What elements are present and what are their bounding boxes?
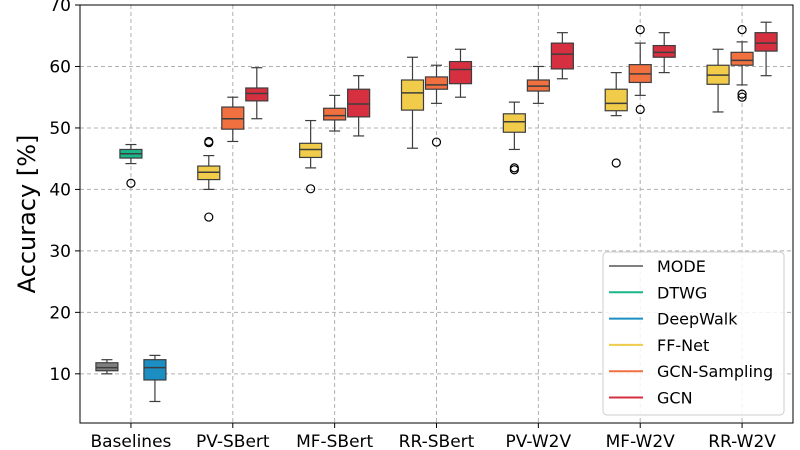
y-tick-label: 70 xyxy=(49,0,71,16)
y-axis-label: Accuracy [%] xyxy=(13,135,41,294)
outlier-point xyxy=(126,178,136,188)
box-pv-sbert-ff-net xyxy=(197,136,221,222)
box-body xyxy=(299,142,323,159)
x-tick-label: PV-SBert xyxy=(196,432,270,450)
y-tick-label: 10 xyxy=(49,365,71,385)
box-body xyxy=(652,44,676,58)
x-tick-label: MF-SBert xyxy=(296,432,373,450)
box-body xyxy=(143,359,167,381)
box-rr-sbert-gcn xyxy=(448,48,473,98)
box-pv-w2v-gcn xyxy=(550,32,574,80)
box-body xyxy=(604,88,628,112)
legend-label: DTWG xyxy=(657,283,707,302)
box-rr-w2v-ff-net xyxy=(706,48,730,113)
box-body xyxy=(95,362,119,372)
legend-label: GCN xyxy=(657,389,693,408)
outlier-point xyxy=(635,104,645,115)
box-body xyxy=(424,76,449,90)
box-body xyxy=(730,51,754,66)
box-pv-sbert-gcn-sampling xyxy=(221,96,245,143)
x-tick-label: RR-W2V xyxy=(708,432,776,450)
outlier-point xyxy=(635,24,645,35)
outlier-point xyxy=(737,24,747,35)
box-mf-w2v-gcn xyxy=(652,32,676,74)
y-tick-label: 50 xyxy=(49,119,71,139)
box-rr-sbert-gcn-sampling xyxy=(424,64,449,147)
y-axis: 10 20 30 40 50 60 70 xyxy=(49,0,80,385)
outlier-point xyxy=(431,137,442,147)
box-pv-w2v-gcn-sampling xyxy=(526,65,550,104)
box-pv-w2v-ff-net xyxy=(502,101,526,175)
outlier-point xyxy=(204,212,214,222)
x-axis: Baselines PV-SBert MF-SBert RR-SBert PV-W2V M… xyxy=(90,423,776,450)
outlier-point xyxy=(509,165,519,175)
x-tick-label: PV-W2V xyxy=(506,432,572,450)
box-mf-sbert-ff-net xyxy=(299,119,323,194)
legend: MODE DTWG DeepWalk FF-Net GCN-Sampling GCN xyxy=(602,251,785,416)
outlier-point xyxy=(509,163,519,173)
box-pv-sbert-gcn xyxy=(245,67,269,120)
legend-label: MODE xyxy=(657,257,706,276)
box-mf-sbert-gcn-sampling xyxy=(323,94,347,132)
box-baselines-dtwg xyxy=(119,143,143,188)
legend-label: DeepWalk xyxy=(657,310,738,329)
box-mf-w2v-gcn-sampling xyxy=(628,24,652,115)
box-body xyxy=(347,88,371,118)
box-body xyxy=(323,107,347,121)
box-body xyxy=(502,113,526,133)
x-tick-label: Baselines xyxy=(90,432,171,450)
box-body xyxy=(400,79,425,111)
x-tick-label: RR-SBert xyxy=(399,432,475,450)
boxes-layer xyxy=(95,21,778,403)
outlier-point xyxy=(611,158,621,168)
legend-frame xyxy=(602,251,785,416)
outlier-point xyxy=(737,89,747,99)
legend-label: FF-Net xyxy=(657,336,709,355)
outlier-point xyxy=(204,138,214,148)
box-mf-w2v-ff-net xyxy=(604,72,628,168)
y-tick-label: 20 xyxy=(49,303,71,323)
outlier-point xyxy=(737,92,747,102)
box-rr-w2v-gcn xyxy=(754,21,778,77)
x-tick-label: MF-W2V xyxy=(606,432,676,450)
outlier-point xyxy=(306,184,316,194)
box-rr-w2v-gcn-sampling xyxy=(730,24,754,102)
box-body xyxy=(550,42,574,70)
box-rr-sbert-ff-net xyxy=(400,56,425,149)
box-mf-sbert-gcn xyxy=(347,75,371,137)
box-body xyxy=(754,32,778,52)
box-baselines-deepwalk xyxy=(143,354,167,403)
box-body xyxy=(448,60,473,85)
box-body xyxy=(245,87,269,102)
y-tick-label: 60 xyxy=(49,57,71,77)
box-baselines-mode xyxy=(95,359,119,375)
legend-label: GCN-Sampling xyxy=(657,362,773,381)
y-tick-label: 40 xyxy=(49,180,71,200)
y-tick-label: 30 xyxy=(49,242,71,262)
